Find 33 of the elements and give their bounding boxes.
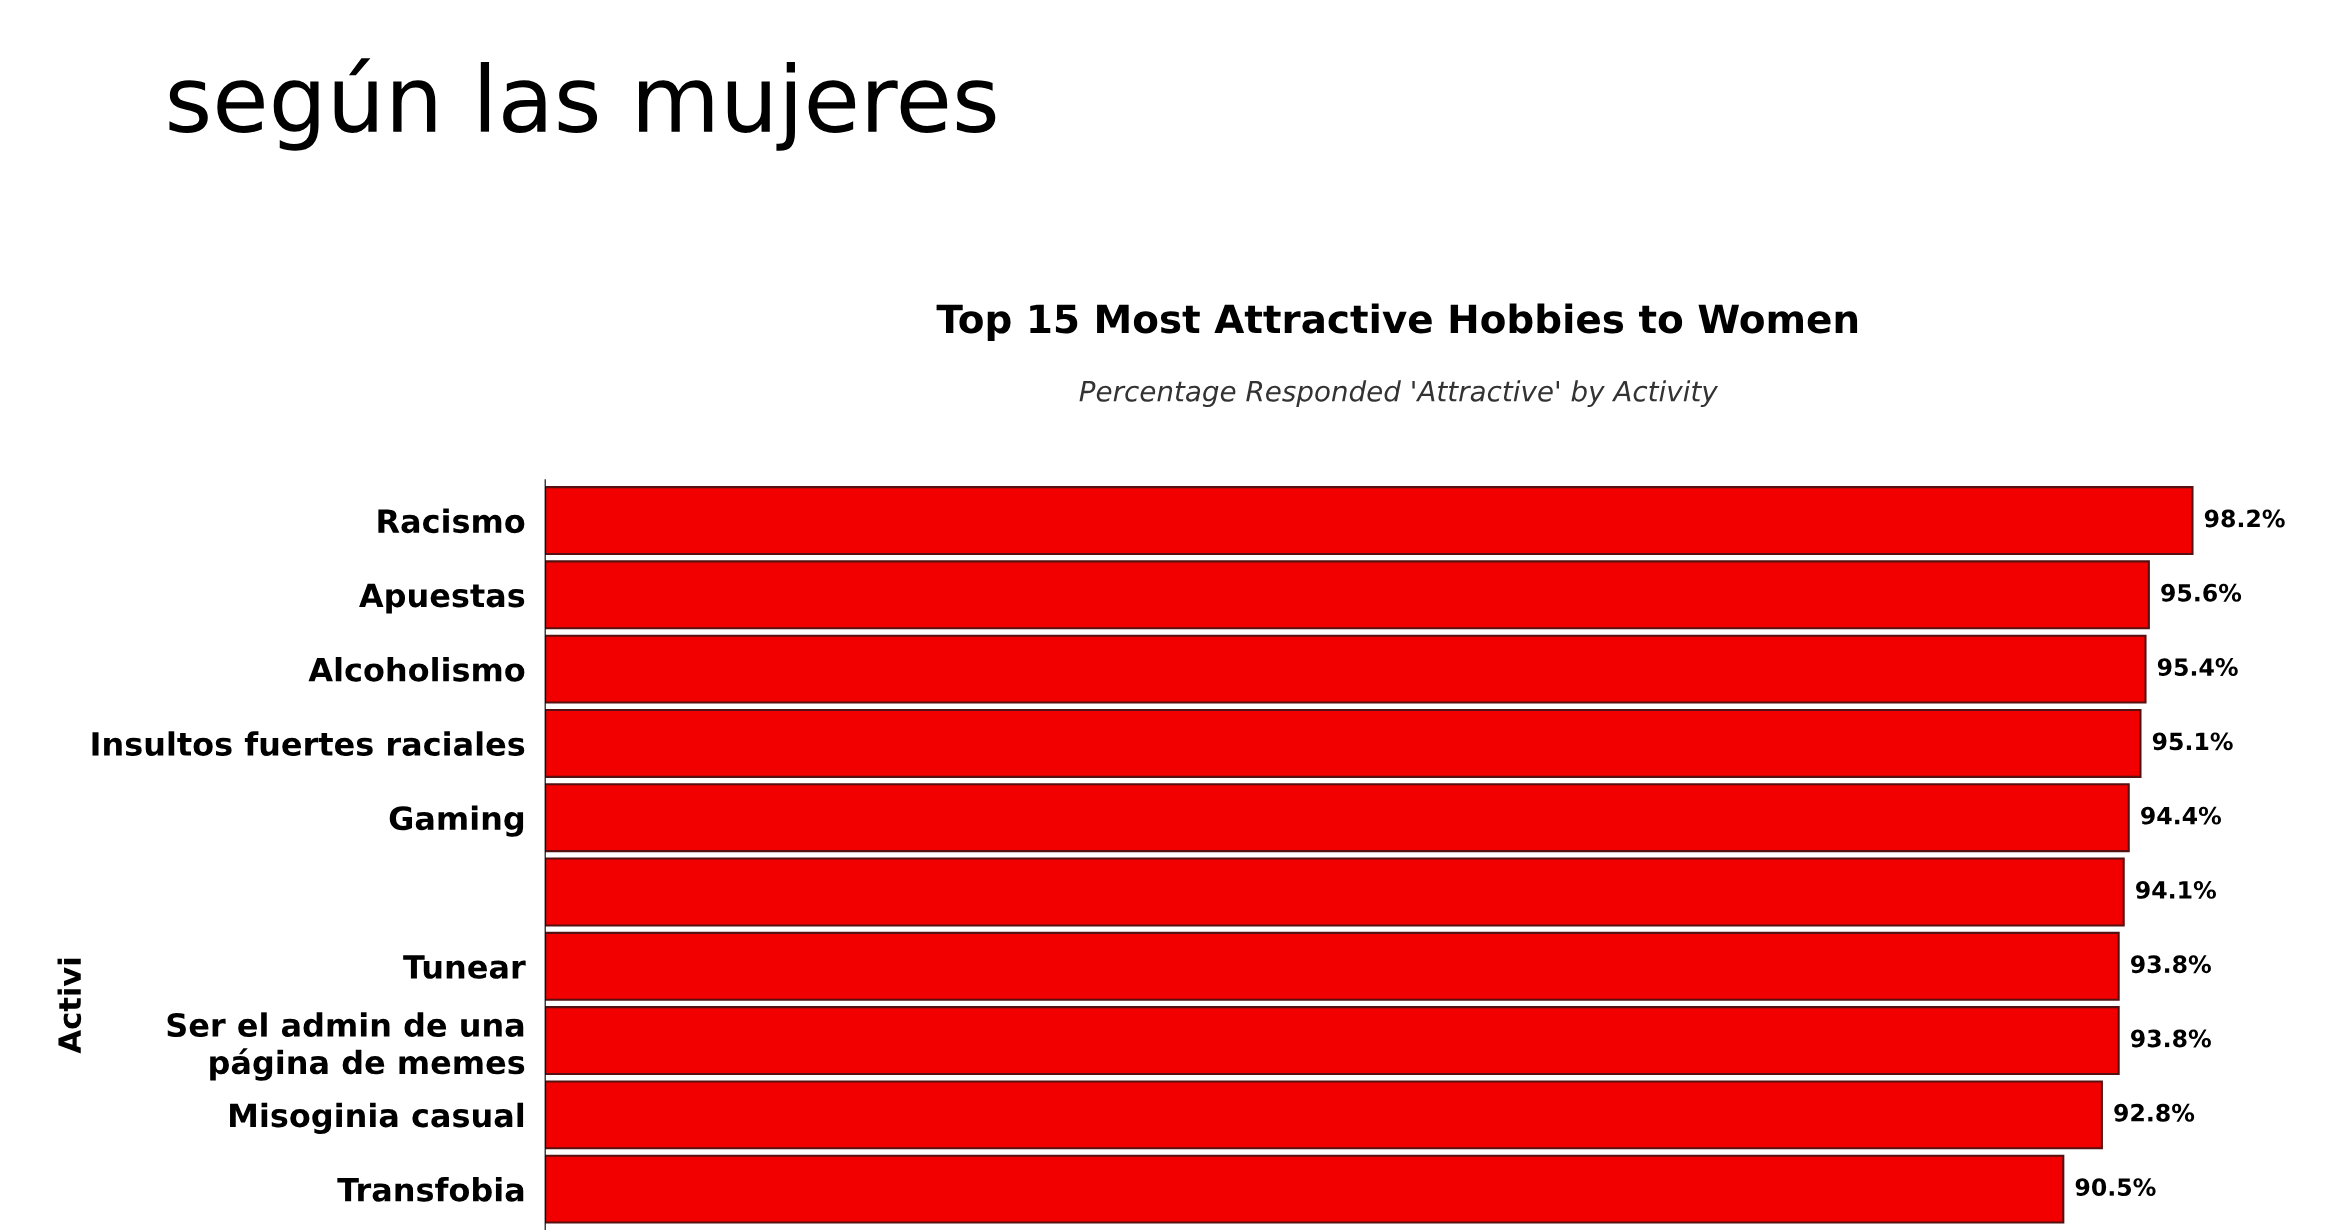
y-tick-label: Gaming [389,805,524,837]
y-tick-label: Apuestas [359,583,525,614]
text: según las mujeres [169,58,996,151]
y-tick-label: Misoginia casual [230,1102,524,1134]
chart-title: Top 15 Most Attractive Hobbies to Women [936,303,1858,342]
bar [545,634,2147,704]
y-tick-label: Insultos fuertes raciales [92,731,525,757]
data-label: 95.4% [2157,658,2238,676]
data-label: 93.8% [2131,1029,2211,1048]
bar [545,857,2125,927]
data-label: 94.1% [2136,880,2216,899]
data-label: 98.2% [2204,509,2285,528]
data-label: 90.5% [2075,1178,2156,1196]
bar [545,1080,2103,1150]
y-tick-label: Racismo [378,508,525,534]
bar [545,708,2142,778]
data-label: 95.6% [2161,583,2242,602]
bar [545,783,2130,853]
y-tick-label: Ser el admin de una página de memes [167,1012,525,1081]
y-tick-label: Alcoholismo [308,657,525,682]
bar [545,560,2150,630]
data-label: 94.4% [2141,806,2222,825]
y-tick-label: Tunear [403,955,526,979]
data-label: 95.1% [2152,732,2233,751]
chart-subtitle: Percentage Responded 'Attractive' by Activity [1079,380,1719,408]
y-tick-label: Transfobia [337,1177,524,1202]
bar [545,486,2194,556]
data-label: 92.8% [2114,1103,2195,1122]
bar [545,1154,2065,1224]
y-axis-title: Activi [57,958,82,1054]
bar [545,1006,2120,1076]
data-label: 93.8% [2131,955,2211,974]
bar [545,931,2120,1001]
